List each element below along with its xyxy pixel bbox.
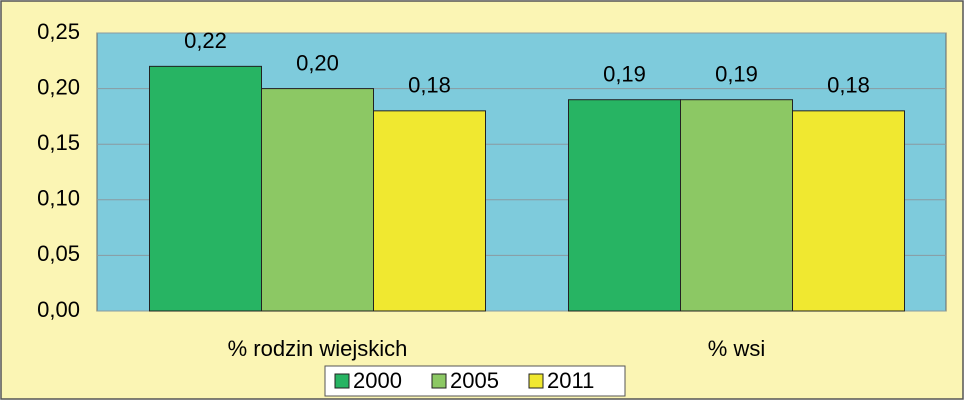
legend-swatch [431, 373, 447, 389]
legend-swatch [334, 373, 350, 389]
data-label: 0,19 [715, 62, 758, 87]
data-label: 0,20 [296, 50, 339, 75]
bar [261, 88, 374, 312]
bar [373, 110, 486, 312]
y-tick-label: 0,10 [37, 186, 80, 211]
bar [792, 110, 905, 312]
x-tick-label: % wsi [708, 336, 765, 361]
legend-label: 2005 [450, 368, 499, 393]
legend-label: 2000 [353, 368, 402, 393]
y-tick-label: 0,15 [37, 130, 80, 155]
data-label: 0,22 [184, 28, 227, 53]
bar [568, 99, 681, 312]
x-tick-label: % rodzin wiejskich [228, 336, 408, 361]
legend-box [324, 365, 626, 397]
legend-swatch [528, 373, 544, 389]
data-label: 0,18 [408, 73, 451, 98]
legend-label: 2011 [547, 368, 594, 393]
y-tick-label: 0,05 [37, 241, 80, 266]
y-tick-label: 0,20 [37, 74, 80, 99]
data-label: 0,19 [603, 62, 646, 87]
data-label: 0,18 [827, 73, 870, 98]
bar [149, 65, 262, 312]
y-tick-label: 0,00 [37, 297, 80, 322]
y-tick-label: 0,25 [37, 19, 80, 44]
bar [680, 99, 793, 312]
